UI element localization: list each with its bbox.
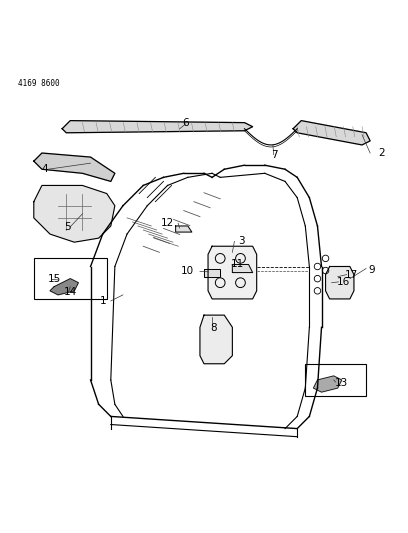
Polygon shape [34,185,115,242]
Polygon shape [326,266,354,299]
Text: 4: 4 [42,164,49,174]
Text: 9: 9 [368,265,375,274]
Bar [34,259,107,299]
Polygon shape [204,269,220,277]
Text: 7: 7 [271,150,277,160]
Text: 8: 8 [210,323,217,333]
Text: 2: 2 [378,148,385,158]
Polygon shape [208,246,257,299]
Polygon shape [200,315,233,364]
Polygon shape [313,376,342,392]
Text: 16: 16 [337,277,350,287]
Text: 6: 6 [182,118,189,127]
Text: 12: 12 [160,218,174,228]
Text: 15: 15 [48,274,61,285]
Text: 13: 13 [335,378,348,388]
Text: 17: 17 [345,270,358,280]
Polygon shape [34,153,115,181]
Polygon shape [62,120,253,133]
Polygon shape [293,120,370,145]
Text: 11: 11 [231,260,244,270]
Text: 3: 3 [238,236,245,246]
Text: 4169 8600: 4169 8600 [18,79,59,88]
Text: 10: 10 [181,266,194,277]
Text: 14: 14 [64,287,78,297]
Bar [305,364,366,396]
Polygon shape [233,264,253,272]
Text: 5: 5 [64,222,71,232]
Polygon shape [50,279,78,295]
Polygon shape [175,226,192,232]
Text: 1: 1 [100,296,107,306]
